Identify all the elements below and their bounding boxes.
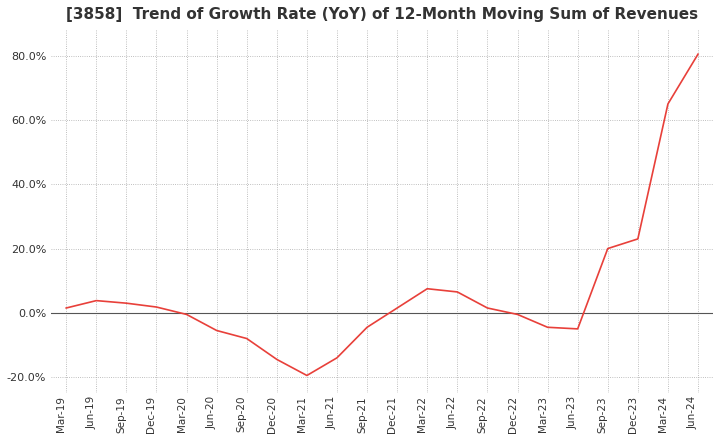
Title: [3858]  Trend of Growth Rate (YoY) of 12-Month Moving Sum of Revenues: [3858] Trend of Growth Rate (YoY) of 12-… bbox=[66, 7, 698, 22]
